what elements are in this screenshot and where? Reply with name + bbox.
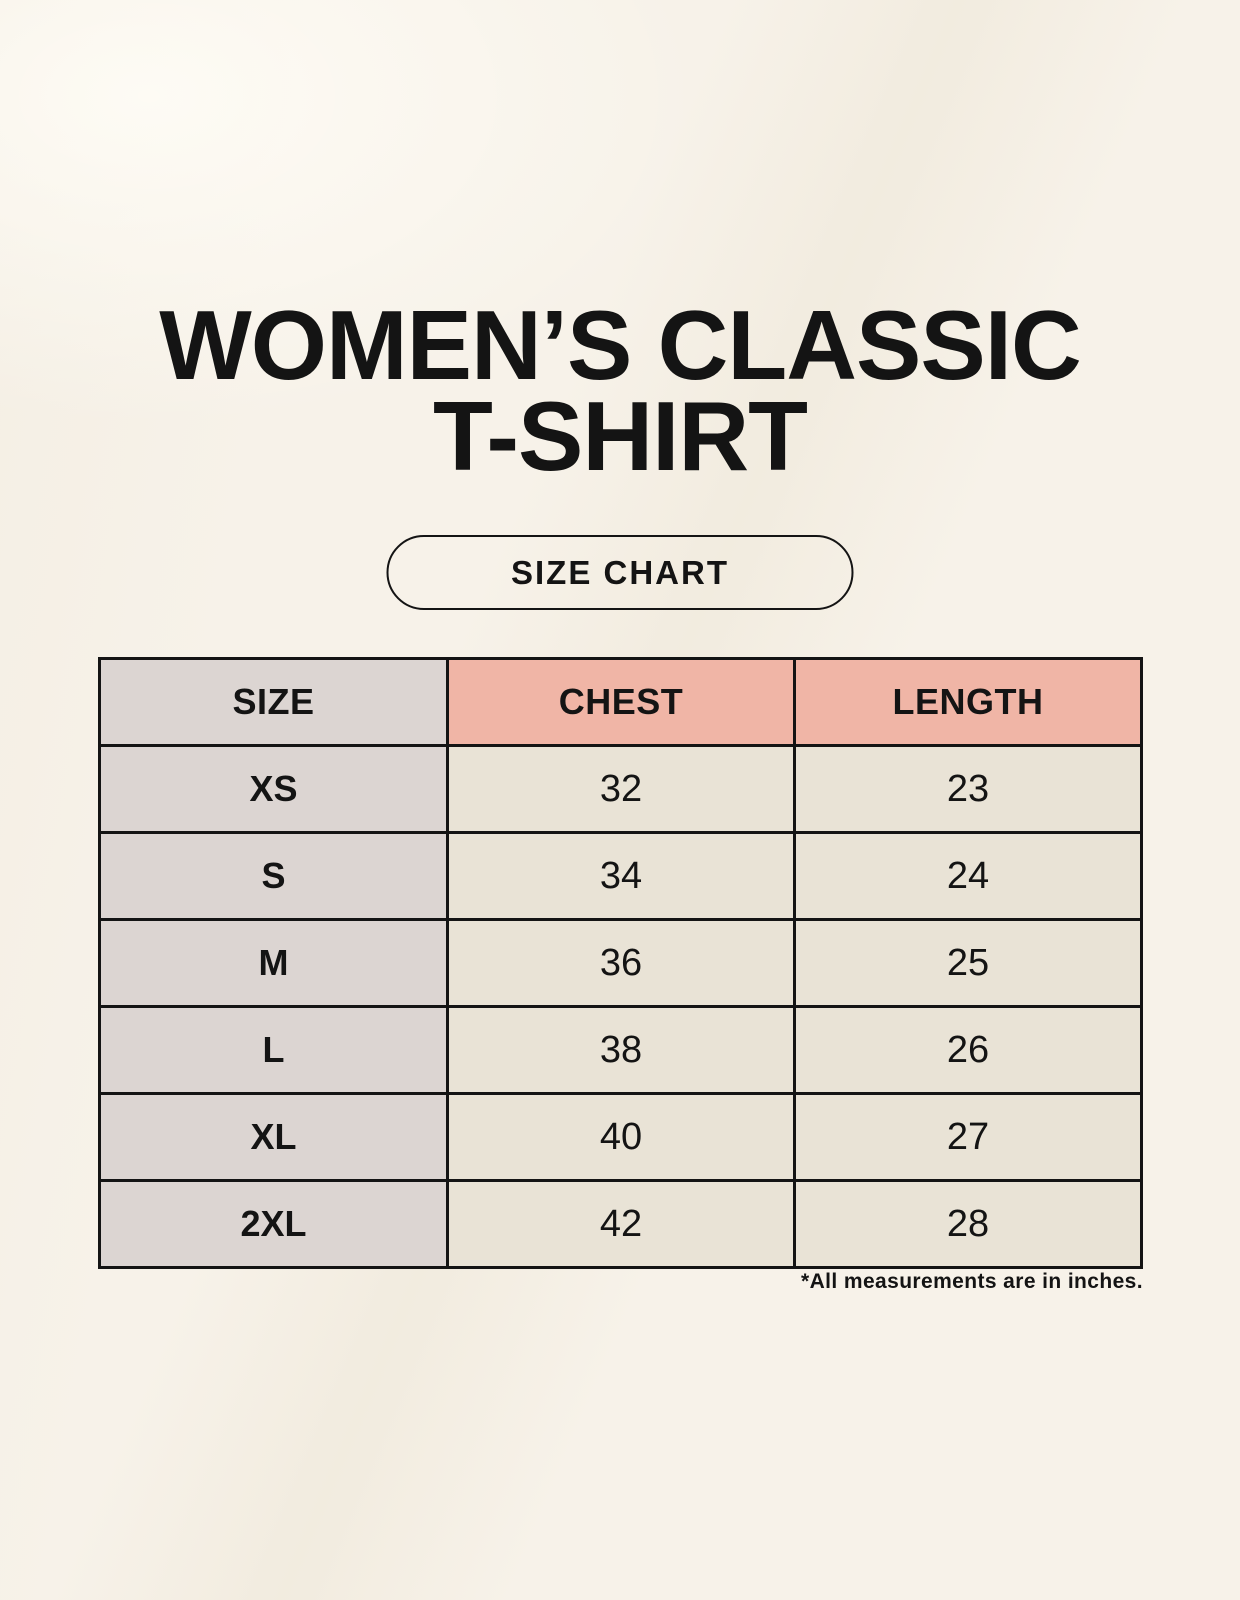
footnote: *All measurements are in inches. [801, 1270, 1143, 1293]
table-row: S 34 24 [97, 831, 1143, 921]
length-cell: 26 [793, 1005, 1143, 1095]
length-cell: 27 [793, 1092, 1143, 1182]
header-cell-size: SIZE [97, 657, 450, 747]
size-cell: M [97, 918, 450, 1008]
chest-cell: 40 [446, 1092, 796, 1182]
size-chart-button-label: SIZE CHART [511, 553, 729, 591]
length-cell: 23 [793, 744, 1143, 834]
table-header-row: SIZE CHEST LENGTH [97, 657, 1143, 747]
size-cell: XL [97, 1092, 450, 1182]
header-cell-chest: CHEST [446, 657, 796, 747]
chest-cell: 34 [446, 831, 796, 921]
size-table: SIZE CHEST LENGTH XS 32 23 S 34 24 M 36 … [97, 657, 1143, 1269]
length-cell: 28 [793, 1179, 1143, 1269]
table-row: M 36 25 [97, 918, 1143, 1008]
table-row: XL 40 27 [97, 1092, 1143, 1182]
length-cell: 24 [793, 831, 1143, 921]
size-cell: L [97, 1005, 450, 1095]
header-cell-length: LENGTH [793, 657, 1143, 747]
size-cell: S [97, 831, 450, 921]
chest-cell: 36 [446, 918, 796, 1008]
table-row: XS 32 23 [97, 744, 1143, 834]
length-cell: 25 [793, 918, 1143, 1008]
table-row: 2XL 42 28 [97, 1179, 1143, 1269]
size-chart-button[interactable]: SIZE CHART [386, 535, 854, 610]
chest-cell: 42 [446, 1179, 796, 1269]
size-cell: XS [97, 744, 450, 834]
size-cell: 2XL [97, 1179, 450, 1269]
chest-cell: 32 [446, 744, 796, 834]
title-line-2: T-SHIRT [432, 381, 808, 492]
chest-cell: 38 [446, 1005, 796, 1095]
title-line-1: WOMEN’S CLASSIC [159, 290, 1081, 400]
page-title: WOMEN’S CLASSIC T-SHIRT [0, 296, 1240, 485]
table-row: L 38 26 [97, 1005, 1143, 1095]
